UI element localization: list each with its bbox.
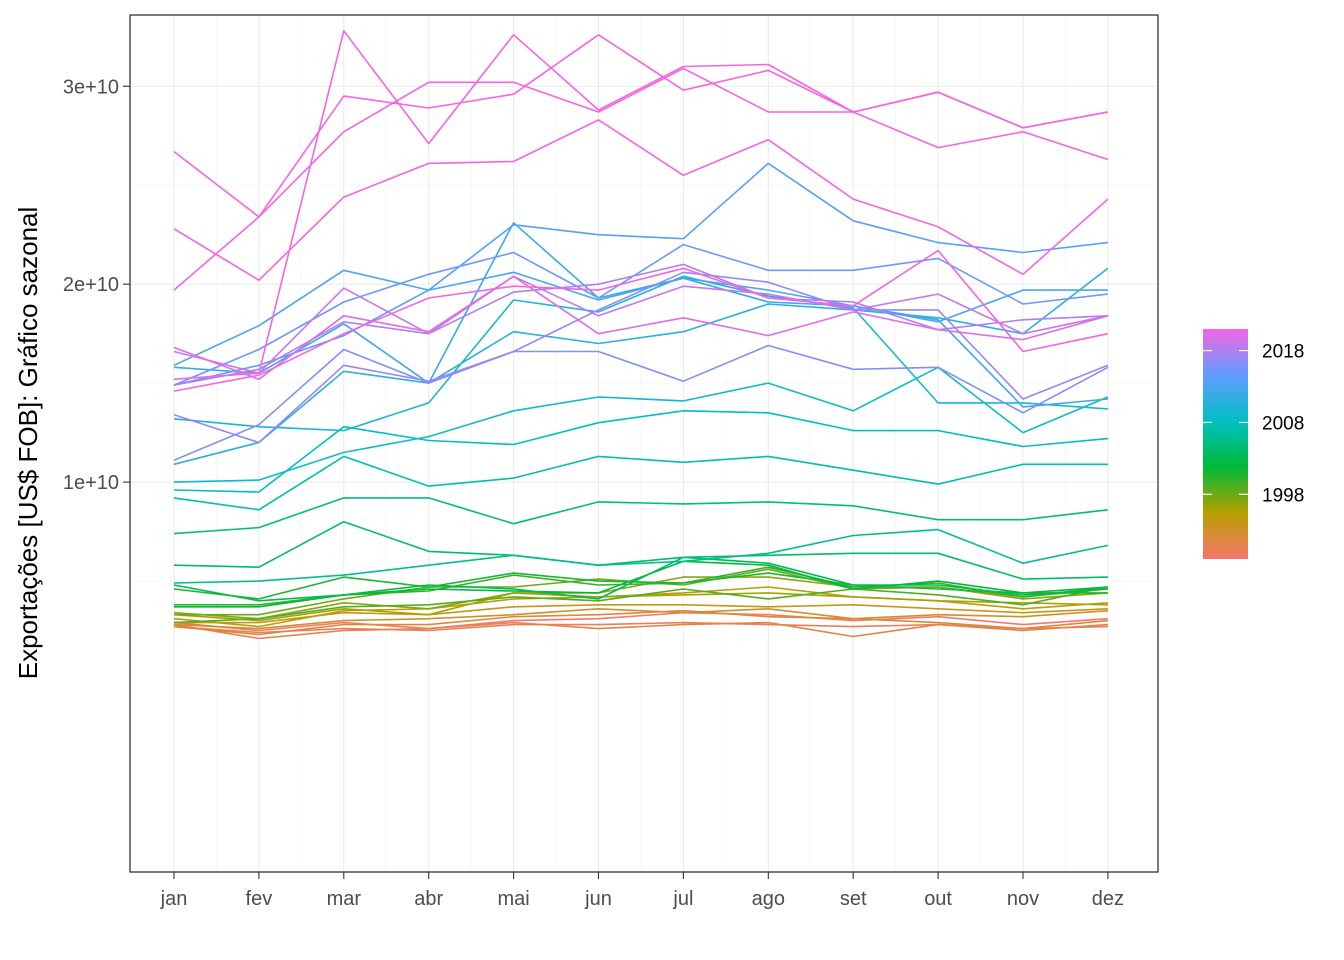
x-tick-label: jan <box>160 888 188 910</box>
plot-border <box>129 14 1159 873</box>
series-line-2017 <box>173 271 1109 444</box>
series-line-2003 <box>173 556 1108 602</box>
x-tick-label: jun <box>584 888 612 910</box>
y-tick-label: 1e+10 <box>63 472 119 494</box>
legend-label: 2018 <box>1262 342 1304 363</box>
x-tick-label: nov <box>1007 888 1039 910</box>
series-lines <box>173 29 1109 640</box>
series-line-2020 <box>173 275 1109 381</box>
series-line-2008 <box>173 409 1108 493</box>
series-line-2025 <box>173 29 1109 380</box>
series-line-1994 <box>174 603 1108 624</box>
series-line-2016 <box>173 344 1109 462</box>
legend-label: 1998 <box>1262 485 1304 506</box>
series-line-1991 <box>173 621 1108 640</box>
x-tick-label: dez <box>1092 888 1124 910</box>
series-line-2002 <box>174 560 1108 608</box>
y-tick-label: 2e+10 <box>63 274 119 296</box>
x-tick-label: abr <box>414 888 443 910</box>
x-tick-label: set <box>840 888 867 910</box>
series-line-2010 <box>173 275 1108 432</box>
minor-grid <box>130 15 1158 872</box>
series-line-1989 <box>173 611 1108 632</box>
series-line-1993 <box>173 607 1108 630</box>
series-line-1999 <box>173 586 1109 624</box>
series-line-2001 <box>173 572 1108 600</box>
x-tick-label: out <box>924 888 952 910</box>
series-line-2013 <box>173 269 1108 367</box>
series-line-2004 <box>173 520 1108 580</box>
series-line-2006 <box>173 528 1109 584</box>
x-tick-label: ago <box>752 888 785 910</box>
y-axis: 1e+10 2e+10 3e+10 <box>63 76 130 494</box>
series-line-2018 <box>173 263 1108 386</box>
x-tick-label: fev <box>246 888 273 910</box>
series-line-2005 <box>173 497 1108 535</box>
series-line-1992 <box>173 609 1108 636</box>
x-tick-label: mai <box>497 888 529 910</box>
series-line-2012 <box>173 222 1108 408</box>
major-grid <box>130 15 1158 872</box>
x-tick-label: jul <box>672 888 693 910</box>
y-tick-label: 3e+10 <box>63 76 119 98</box>
legend-label: 2008 <box>1262 413 1304 434</box>
series-line-2011 <box>173 267 1109 466</box>
series-line-2019 <box>173 275 1109 375</box>
series-line-1996 <box>173 592 1108 622</box>
series-line-2021 <box>173 249 1109 392</box>
x-tick-label: mar <box>327 888 362 910</box>
series-line-2024 <box>173 119 1109 282</box>
series-line-2015 <box>173 243 1108 386</box>
series-line-2007 <box>173 455 1108 511</box>
series-line-2009 <box>173 366 1109 483</box>
legend: 1998 2008 2018 <box>1203 329 1304 559</box>
series-line-2022 <box>173 33 1109 291</box>
legend-colorbar <box>1203 329 1248 559</box>
x-axis: jan fev mar abr mai jun jul ago set out nov dez <box>160 872 1124 910</box>
y-axis-title: Exportações [US$ FOB]: Gráfico sazonal <box>13 207 43 680</box>
